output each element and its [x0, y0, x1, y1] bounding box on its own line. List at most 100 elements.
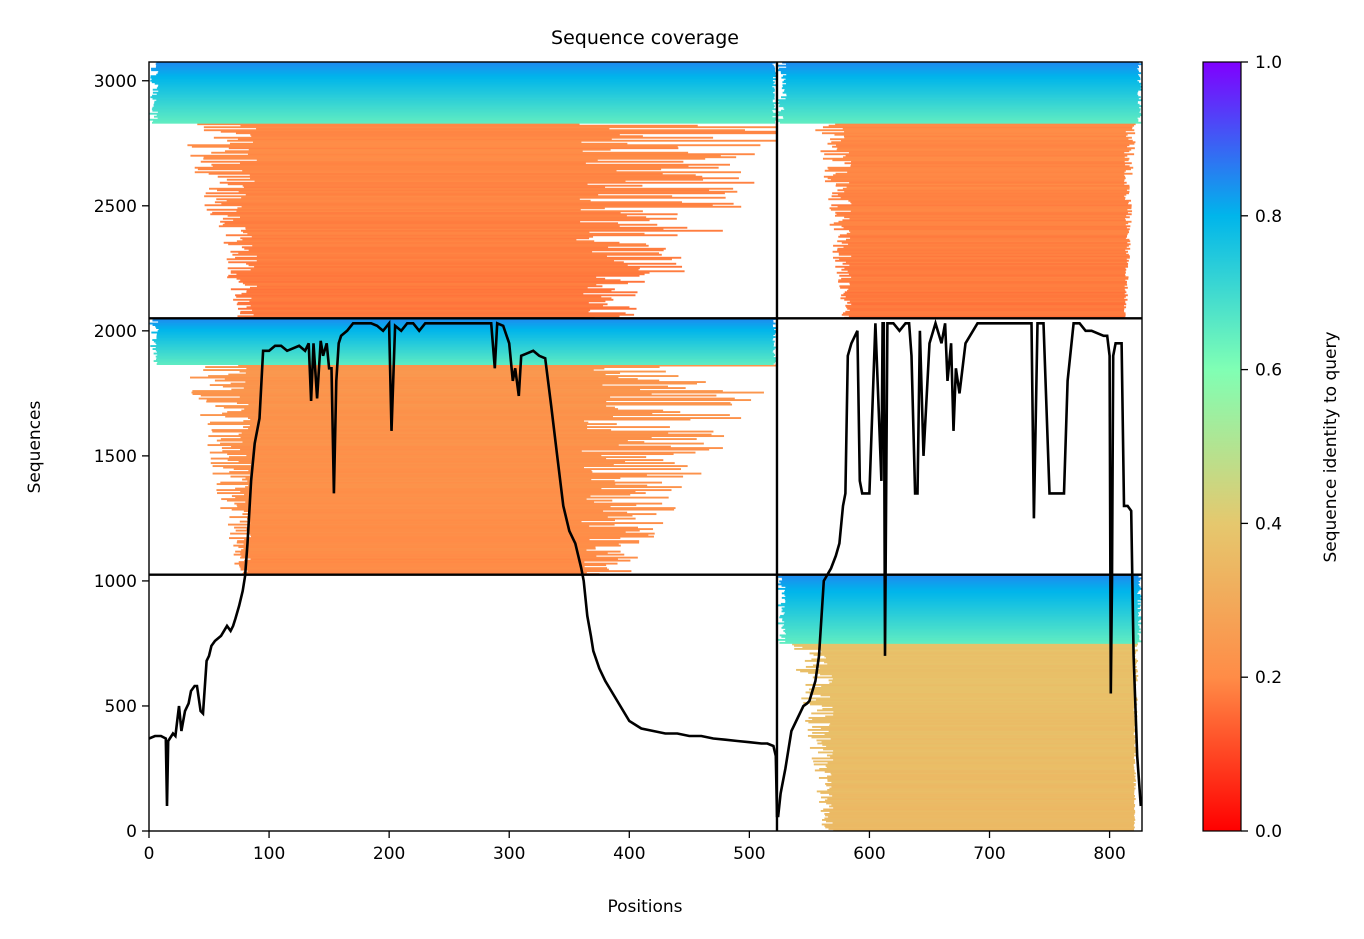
heatmap-row: [243, 420, 584, 423]
heatmap-row: [850, 237, 1126, 240]
heatmap-row: [213, 136, 714, 139]
heatmap-row: [813, 760, 1135, 763]
heatmap-row: [847, 301, 1126, 304]
heatmap-row: [250, 177, 739, 180]
heatmap-row: [241, 292, 584, 295]
heatmap-row: [229, 537, 621, 540]
heatmap-row: [155, 355, 774, 358]
heatmap-row: [784, 611, 1138, 614]
heatmap-row: [829, 805, 1135, 808]
heatmap-row: [826, 766, 1135, 769]
heatmap-row: [229, 471, 593, 474]
heatmap-row: [812, 718, 1136, 721]
heatmap-row: [228, 373, 606, 376]
heatmap-row: [249, 474, 647, 477]
heatmap-row: [837, 189, 1127, 192]
heatmap-row: [777, 64, 1139, 67]
heatmap-row: [820, 791, 1135, 794]
heatmap-row: [222, 385, 668, 388]
heatmap-block-1: [777, 62, 1142, 319]
heatmap-row: [156, 336, 776, 338]
heatmap-row: [850, 201, 1129, 204]
heatmap-row: [780, 70, 1139, 73]
heatmap-row: [243, 426, 670, 429]
heatmap-row: [851, 202, 1129, 205]
heatmap-row: [209, 421, 589, 424]
heatmap-row: [837, 193, 1127, 196]
heatmap-row: [843, 156, 1125, 159]
heatmap-row: [223, 241, 620, 244]
heatmap-row: [833, 174, 1125, 177]
heatmap-row: [235, 496, 669, 499]
heatmap-row: [242, 282, 628, 285]
heatmap-row: [241, 246, 609, 249]
heatmap-row: [203, 157, 706, 160]
heatmap-row: [223, 406, 615, 409]
heatmap-row: [838, 280, 1127, 283]
heatmap-row: [786, 94, 1139, 97]
heatmap-row: [777, 587, 1142, 590]
heatmap-row: [256, 255, 607, 258]
heatmap-row: [828, 198, 1125, 201]
heatmap-row: [248, 264, 628, 267]
heatmap-row: [210, 213, 678, 216]
heatmap-row: [212, 430, 714, 433]
heatmap-row: [784, 88, 1142, 91]
heatmap-row: [248, 484, 648, 487]
heatmap-row: [156, 351, 773, 353]
heatmap-row: [835, 265, 1129, 268]
y-tick-label: 3000: [94, 72, 137, 92]
heatmap-row: [248, 511, 628, 514]
heatmap-row: [152, 121, 776, 124]
heatmap-row: [837, 240, 1131, 243]
heatmap-row: [786, 66, 1139, 69]
heatmap-row: [153, 105, 775, 108]
heatmap-row: [777, 604, 1141, 607]
heatmap-row: [239, 564, 607, 567]
heatmap-row: [851, 160, 1125, 163]
heatmap-row: [250, 304, 604, 307]
heatmap-row: [200, 394, 717, 397]
heatmap-row: [230, 532, 655, 535]
heatmap-row: [820, 809, 1136, 812]
heatmap-row: [782, 75, 1140, 78]
heatmap-row: [155, 349, 774, 352]
heatmap-row: [247, 480, 615, 483]
heatmap-row: [825, 814, 1135, 817]
heatmap-row: [211, 429, 612, 432]
heatmap-row: [229, 456, 647, 459]
heatmap-row: [777, 69, 1139, 72]
heatmap-row: [238, 460, 626, 463]
heatmap-row: [783, 629, 1139, 632]
heatmap-row: [224, 150, 583, 153]
heatmap-row: [840, 196, 1126, 199]
heatmap-row: [192, 390, 723, 393]
heatmap-row: [819, 667, 1134, 670]
heatmap-row: [256, 285, 603, 288]
heatmap-row: [833, 749, 1137, 752]
heatmap-row: [821, 740, 1137, 743]
heatmap-row: [239, 162, 586, 165]
heatmap-row: [831, 674, 1139, 677]
heatmap-row: [784, 631, 1142, 634]
heatmap-row: [851, 276, 1129, 279]
heatmap-row: [157, 354, 776, 356]
heatmap-row: [809, 700, 1137, 703]
heatmap-row: [237, 301, 589, 304]
heatmap-row: [780, 614, 1138, 617]
heatmap-row: [781, 87, 1141, 90]
heatmap-row: [231, 508, 675, 511]
heatmap-row: [828, 827, 1134, 830]
heatmap-row: [819, 800, 1135, 803]
heatmap-row: [781, 635, 1140, 638]
heatmap-row: [236, 277, 606, 280]
heatmap-row: [825, 764, 1134, 767]
heatmap-row: [827, 779, 1137, 782]
heatmap-row: [157, 330, 777, 332]
heatmap-row: [203, 129, 745, 132]
heatmap-row: [238, 280, 645, 283]
heatmap-row: [247, 417, 742, 420]
heatmap-row: [241, 196, 726, 199]
heatmap-row: [823, 175, 1126, 178]
heatmap-row: [840, 286, 1128, 289]
